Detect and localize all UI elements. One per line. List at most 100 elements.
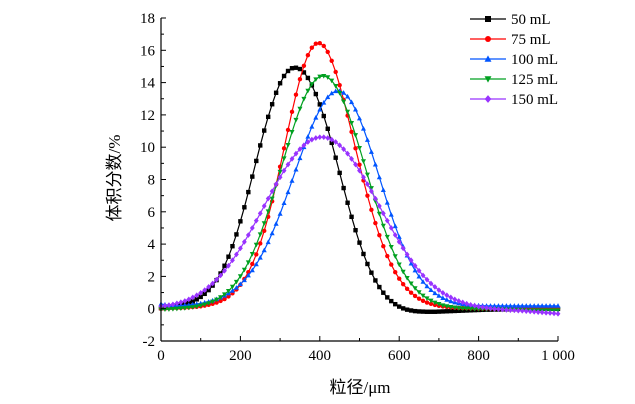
data-point	[364, 137, 370, 142]
data-point	[241, 267, 247, 273]
data-point	[535, 303, 541, 308]
data-point	[245, 260, 251, 265]
data-point	[507, 307, 513, 314]
data-point	[269, 230, 275, 236]
plot-area	[158, 40, 561, 317]
data-point	[301, 70, 307, 75]
data-point	[166, 302, 172, 309]
data-point	[416, 309, 422, 314]
data-point	[265, 114, 271, 120]
data-point	[432, 309, 438, 314]
data-point	[225, 288, 232, 294]
data-point	[210, 280, 216, 287]
data-point	[531, 308, 537, 315]
data-point	[420, 279, 426, 284]
data-point	[380, 223, 386, 229]
data-point	[357, 162, 362, 167]
data-point	[523, 308, 529, 314]
data-point	[325, 75, 331, 80]
data-point	[460, 306, 466, 312]
data-point	[265, 239, 271, 245]
data-point	[460, 299, 466, 306]
data-point	[341, 90, 347, 95]
data-point	[174, 306, 180, 312]
data-point	[432, 290, 438, 296]
data-point	[317, 74, 323, 80]
data-point	[170, 307, 176, 312]
data-point	[456, 308, 461, 313]
data-point	[237, 281, 243, 287]
data-point	[317, 106, 323, 112]
data-point	[277, 211, 283, 216]
legend-label: 50 mL	[511, 12, 551, 28]
data-point	[381, 243, 386, 249]
data-point	[222, 267, 227, 274]
data-point	[221, 292, 228, 297]
data-point	[448, 298, 454, 304]
data-point	[400, 245, 406, 252]
data-point	[440, 303, 446, 308]
data-point	[261, 247, 267, 253]
data-point	[313, 77, 319, 83]
legend-marker	[484, 76, 492, 83]
data-point	[289, 130, 295, 135]
data-point	[305, 139, 311, 145]
data-point	[499, 303, 505, 308]
series-4	[158, 134, 561, 317]
data-point	[408, 281, 414, 287]
data-point	[214, 297, 220, 303]
data-point	[325, 49, 330, 55]
data-point	[349, 214, 354, 220]
data-point	[444, 297, 450, 302]
data-point	[218, 295, 224, 300]
data-point	[456, 298, 462, 304]
data-point	[369, 270, 374, 275]
data-point	[337, 90, 343, 96]
data-point	[424, 309, 430, 314]
data-point	[456, 306, 462, 311]
data-point	[388, 212, 394, 217]
data-point	[198, 294, 203, 300]
x-tick-label: 400	[309, 348, 332, 364]
data-point	[218, 298, 223, 304]
data-point	[523, 303, 529, 308]
data-point	[349, 120, 355, 126]
data-point	[273, 181, 279, 188]
data-point	[535, 309, 541, 315]
y-tick-label: 4	[148, 237, 156, 253]
data-point	[503, 306, 509, 313]
data-point	[551, 303, 557, 308]
data-point	[293, 92, 299, 97]
data-point	[464, 300, 470, 307]
data-point	[162, 302, 168, 309]
data-point	[262, 228, 267, 234]
data-point	[166, 307, 172, 312]
data-point	[258, 241, 263, 246]
data-point	[408, 260, 414, 266]
data-point	[360, 125, 366, 131]
data-point	[222, 296, 227, 302]
data-point	[190, 299, 195, 304]
data-point	[273, 90, 279, 95]
data-point	[420, 309, 426, 314]
data-point	[468, 301, 474, 308]
data-point	[436, 309, 442, 314]
y-tick-label: 14	[140, 76, 156, 92]
data-point	[408, 308, 414, 313]
legend-marker	[484, 55, 492, 62]
data-point	[388, 225, 394, 231]
data-point	[357, 240, 362, 245]
data-point	[345, 200, 350, 205]
data-point	[372, 195, 378, 202]
data-point	[511, 307, 517, 314]
data-point	[420, 272, 426, 279]
data-point	[329, 136, 335, 143]
data-point	[246, 189, 251, 195]
data-point	[416, 267, 422, 274]
data-point	[178, 302, 184, 308]
data-point	[408, 290, 414, 295]
data-point	[206, 284, 212, 290]
data-point	[444, 292, 450, 299]
data-point	[285, 161, 291, 168]
